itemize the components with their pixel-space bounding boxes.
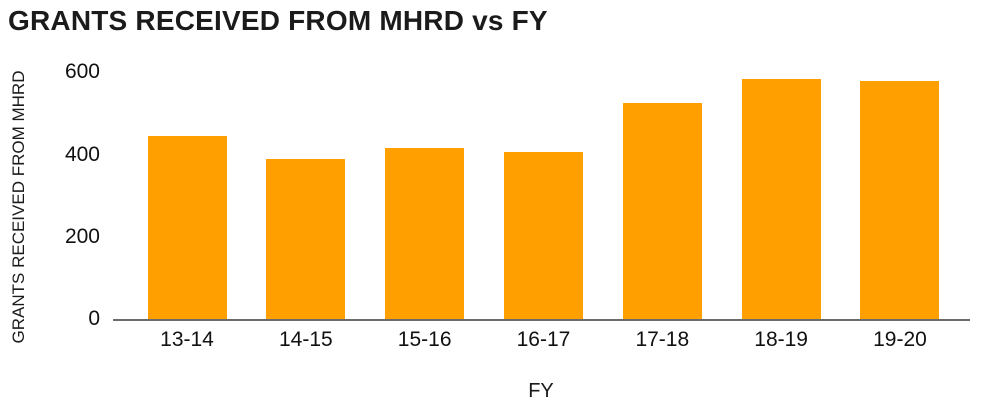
bar-18-19 <box>742 79 821 319</box>
x-tick-label-14-15: 14-15 <box>278 328 333 351</box>
bar-15-16 <box>385 148 464 319</box>
bar-13-14 <box>148 136 227 319</box>
bar-14-15 <box>266 159 345 319</box>
x-tick-label-13-14: 13-14 <box>160 328 214 351</box>
y-tick-label-200: 200 <box>64 224 100 248</box>
x-tick-label-19-20: 19-20 <box>873 328 927 351</box>
x-tick-label-17-18: 17-18 <box>635 328 690 351</box>
y-tick-label-600: 600 <box>64 60 100 84</box>
bar-19-20 <box>860 81 939 319</box>
x-tick-label-18-19: 18-19 <box>754 328 808 351</box>
x-tick-label-16-17: 16-17 <box>516 328 571 351</box>
bar-16-17 <box>504 152 583 319</box>
y-axis-title: GRANTS RECEIVED FROM MHRD <box>9 70 28 344</box>
x-axis-title: FY <box>528 380 554 402</box>
x-axis-line <box>113 319 970 321</box>
chart-title: GRANTS RECEIVED FROM MHRD vs FY <box>8 5 548 36</box>
y-tick-label-0: 0 <box>88 307 100 330</box>
bar-17-18 <box>623 103 702 319</box>
x-tick-label-15-16: 15-16 <box>397 328 452 351</box>
y-tick-label-400: 400 <box>64 142 100 166</box>
